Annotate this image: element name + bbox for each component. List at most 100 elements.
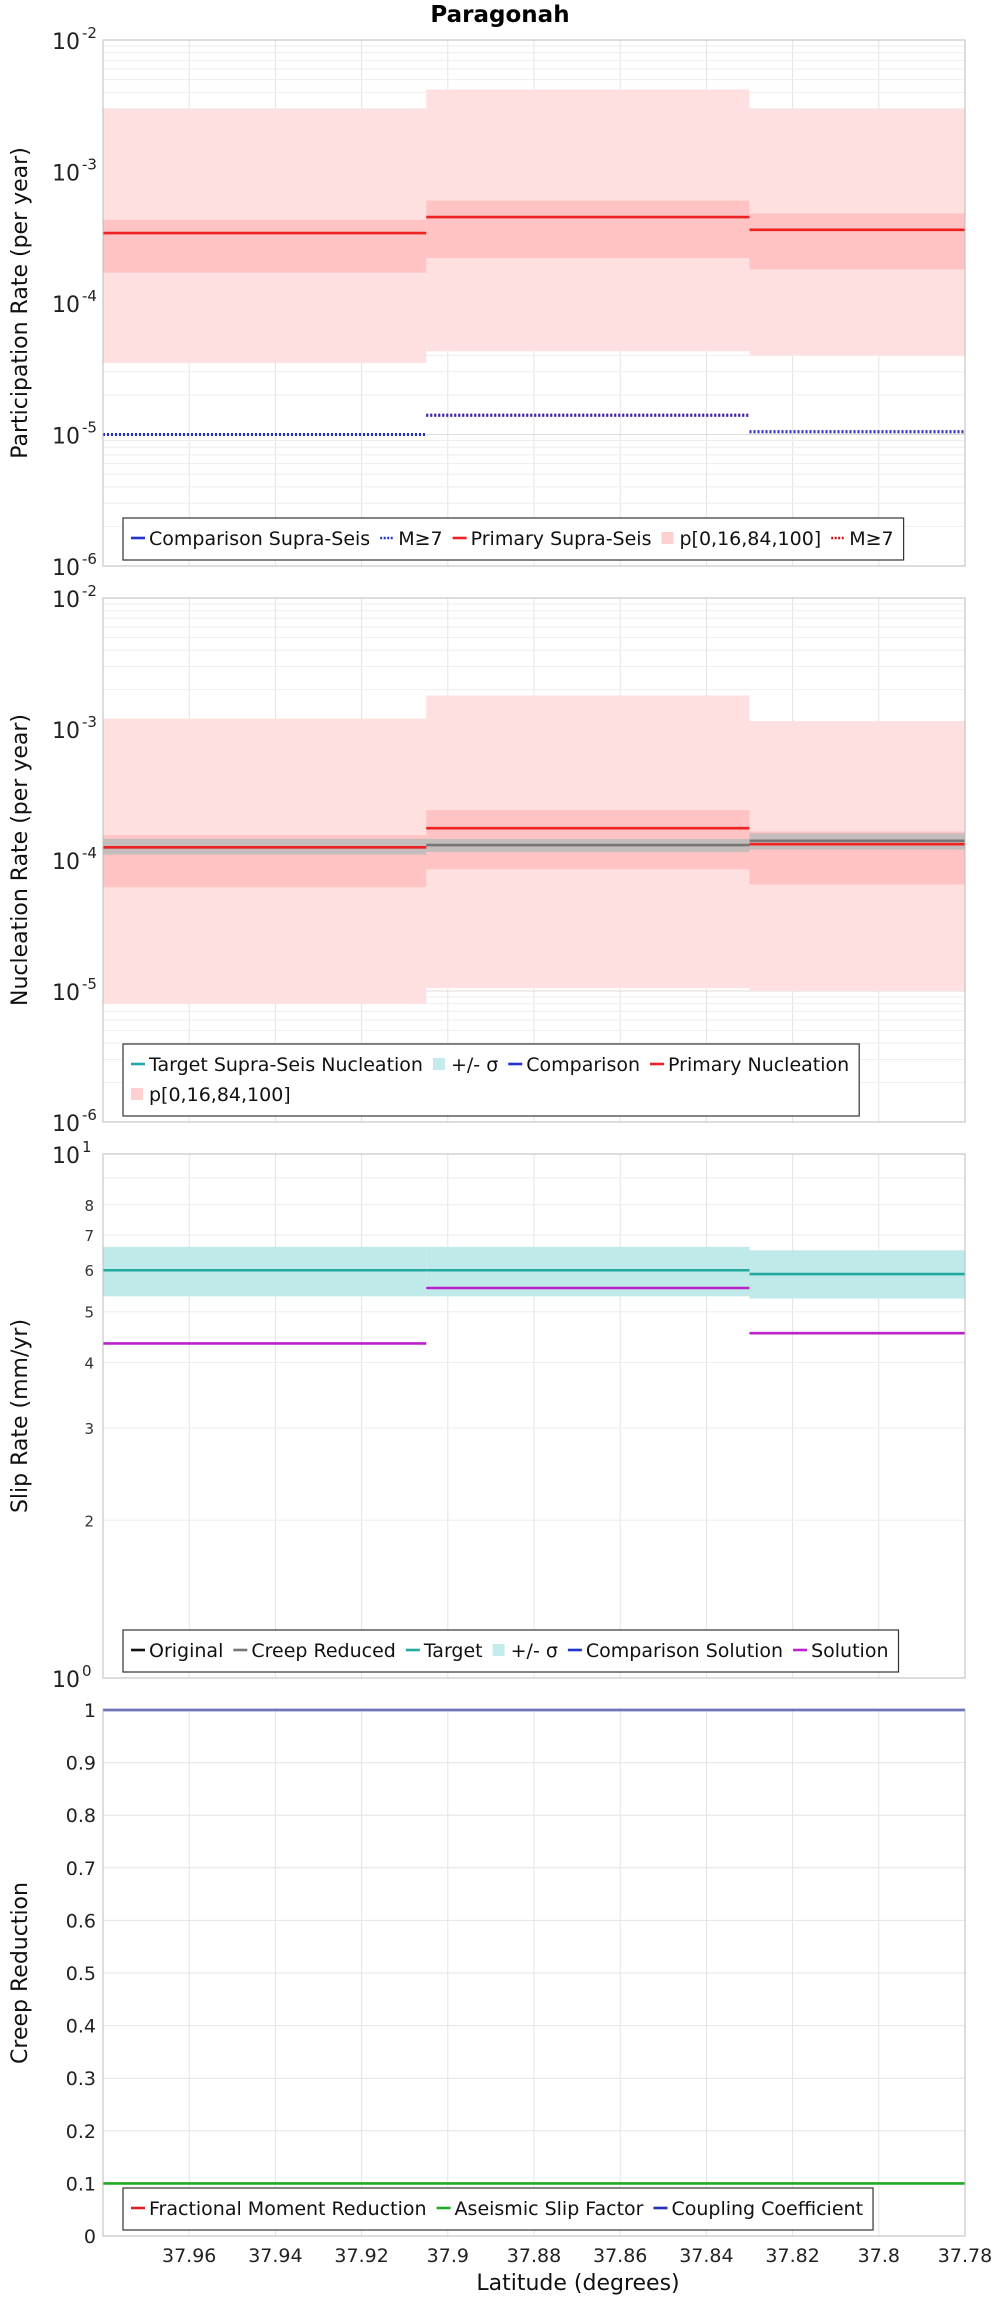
y-minor-tick-label: 3: [84, 1420, 94, 1438]
y-axis-label: Participation Rate (per year): [8, 147, 33, 459]
y-tick-exponent: -4: [82, 844, 97, 862]
y-tick-exponent: -5: [82, 419, 97, 437]
band-segment: [426, 200, 750, 258]
legend-box: [122, 1043, 860, 1117]
y-tick-exponent: 0: [82, 1662, 92, 1680]
x-tick-label: 37.82: [765, 2245, 819, 2267]
y-minor-tick-label: 6: [84, 1262, 94, 1280]
y-tick-label: 10: [52, 293, 80, 318]
x-tick-label: 37.88: [507, 2245, 561, 2267]
series-m-7-comparison-: [103, 413, 965, 436]
plot-frame: [102, 1153, 966, 1679]
y-minor-tick-label: 8: [84, 1197, 94, 1215]
legend-entry-label: p[0,16,84,100]: [149, 1084, 291, 1106]
band-p-0-16-84-100-inner: [103, 200, 965, 273]
x-tick-label: 37.86: [593, 2245, 647, 2267]
series-solution: [103, 1286, 965, 1345]
y-minor-tick-label: 5: [84, 1304, 94, 1322]
series-primary-supra-seis: [103, 215, 965, 235]
legend-swatch-patch: [661, 532, 674, 544]
x-tick-label: 37.78: [938, 2245, 992, 2267]
y-tick-label: 0.8: [66, 1805, 96, 1827]
x-tick-label: 37.94: [248, 2245, 302, 2267]
x-tick-label: 37.9: [427, 2245, 469, 2267]
y-axis-label: Creep Reduction: [8, 1882, 33, 2064]
y-tick-label: 0: [84, 2226, 96, 2248]
plot-frame: [102, 39, 966, 567]
y-tick-exponent: -3: [82, 156, 97, 174]
y-tick-exponent: -2: [82, 582, 97, 600]
y-minor-tick-label: 2: [84, 1512, 94, 1530]
y-tick-label: 0.3: [66, 2068, 96, 2090]
legend-entry-label: M≥7: [398, 528, 442, 550]
plot-frame: [102, 1709, 966, 2237]
legend-entry-label: M≥7: [849, 528, 893, 550]
legend: Target Supra-Seis Nucleation +/- σ Compari…: [122, 1043, 860, 1117]
figure-title: Paragonah: [430, 2, 569, 28]
band-segment: [103, 219, 427, 273]
y-tick-label: 10: [52, 850, 80, 875]
y-tick-label: 10: [52, 30, 80, 55]
legend: Fractional Moment Reduction Aseismic Slip…: [122, 2187, 874, 2231]
y-tick-label: 10: [52, 425, 80, 450]
legend-entry-label: +/- σ: [511, 1640, 558, 1662]
legend-entry-label: Fractional Moment Reduction: [149, 2198, 427, 2220]
y-tick-exponent: -3: [82, 713, 97, 731]
y-tick-exponent: -4: [82, 287, 97, 305]
legend-entry-label: Target Supra-Seis Nucleation: [148, 1054, 423, 1076]
y-tick-label: 10: [52, 162, 80, 187]
legend-entry-label: Coupling Coefficient: [671, 2198, 863, 2220]
y-tick-label: 0.7: [66, 1858, 96, 1880]
legend-entry-label: Primary Supra-Seis: [471, 528, 652, 550]
y-tick-exponent: -2: [82, 24, 97, 42]
legend-entry-label: Comparison: [526, 1054, 640, 1076]
band-segment: [103, 1246, 427, 1297]
y-tick-label: 10: [52, 1144, 80, 1169]
legend: Original Creep Reduced Target +/- σ Comparis…: [122, 1629, 900, 1673]
panel-participation: 10-610-510-410-310 -2 Participation Rate (…: [8, 24, 966, 581]
legend-entry-label: Solution: [811, 1640, 888, 1662]
series-primary-nucleation: [103, 826, 965, 849]
y-axis-label: Nucleation Rate (per year): [8, 714, 33, 1006]
legend-box: [122, 2187, 874, 2231]
y-tick-label: 10: [52, 1668, 80, 1693]
y-ticks: 10-610-510-410-310-2: [52, 582, 97, 1137]
y-tick-label: 0.6: [66, 1910, 96, 1932]
y-tick-exponent: -5: [82, 975, 97, 993]
legend: Comparison Supra-Seis M≥7 Primary Supra-Se…: [122, 517, 905, 561]
y-axis-label: Slip Rate (mm/yr): [8, 1319, 33, 1513]
y-ticks: 10-610-510-410-310-2: [52, 24, 97, 581]
y-tick-label: 10: [52, 719, 80, 744]
legend-entry-label: Aseismic Slip Factor: [455, 2198, 644, 2220]
y-tick-exponent: 1: [82, 1138, 92, 1156]
y-tick-label: 0.4: [66, 2016, 96, 2038]
y-ticks: 0 0.1 0.2 0.3 0.4 0.5 0.6 0.7 0.8 0.9 1: [66, 1700, 96, 2248]
legend-entry-label: Comparison Supra-Seis: [149, 528, 370, 550]
y-minor-tick-label: 4: [84, 1355, 94, 1373]
legend-entry-label: Original: [149, 1640, 223, 1662]
y-tick-label: 0.2: [66, 2121, 96, 2143]
legend-box: [122, 517, 905, 561]
legend-entry-label: +/- σ: [451, 1054, 498, 1076]
y-tick-label: 10: [52, 981, 80, 1006]
legend-entry-label: Creep Reduced: [251, 1640, 395, 1662]
x-axis-label: Latitude (degrees): [476, 2271, 679, 2296]
x-tick-label: 37.8: [858, 2245, 900, 2267]
plot-frame: [102, 597, 966, 1123]
x-tick-label: 37.96: [162, 2245, 216, 2267]
y-tick-label: 0.5: [66, 1963, 96, 1985]
x-tick-label: 37.92: [334, 2245, 388, 2267]
series-target: [103, 1268, 965, 1276]
legend-entry-label: Target: [423, 1640, 483, 1662]
legend-swatch-patch: [492, 1644, 505, 1656]
panel-creep: 0 0.1 0.2 0.3 0.4 0.5 0.6 0.7 0.8 0.9 1 Creep Reduc…: [8, 1700, 966, 2248]
x-tick-label: 37.84: [679, 2245, 733, 2267]
y-tick-label: 1: [84, 1700, 96, 1722]
y-tick-label: 0.9: [66, 1753, 96, 1775]
legend-entry-label: p[0,16,84,100]: [679, 528, 821, 550]
legend-entry-label: Comparison Solution: [586, 1640, 783, 1662]
